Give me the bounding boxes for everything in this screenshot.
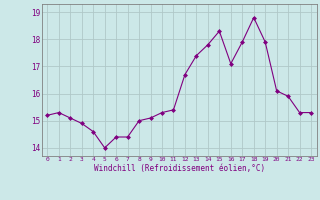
X-axis label: Windchill (Refroidissement éolien,°C): Windchill (Refroidissement éolien,°C) [94, 164, 265, 173]
